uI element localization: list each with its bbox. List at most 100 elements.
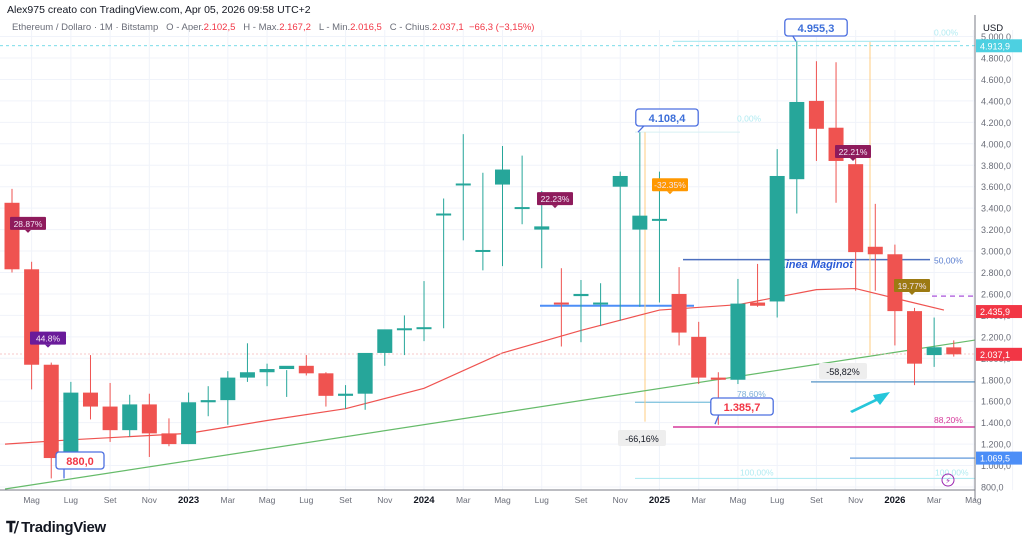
svg-text:44.8%: 44.8% [36, 334, 61, 344]
svg-text:0,00%: 0,00% [737, 113, 762, 123]
symbol-name[interactable]: Ethereum / Dollaro · 1M · Bitstamp [12, 22, 159, 33]
y-tick-label: 4.000,0 [981, 139, 1011, 149]
tradingview-logo-icon: 𝐓/ [6, 518, 19, 536]
candle-body[interactable] [495, 169, 510, 185]
candle-body[interactable] [298, 365, 314, 374]
time-axis[interactable]: Mag Lug Set Nov 2023 Mar Mag Lug Set Nov 2024 Mar Ma… [0, 489, 982, 506]
candle-body[interactable] [43, 364, 59, 459]
candle-body[interactable] [396, 328, 412, 331]
svg-text:-32.35%: -32.35% [654, 180, 686, 190]
svg-text:78,60%: 78,60% [737, 389, 766, 399]
candle-body[interactable] [632, 215, 648, 230]
candle-body[interactable] [573, 293, 589, 297]
svg-text:2.435,9: 2.435,9 [980, 307, 1010, 317]
svg-text:100,00%: 100,00% [740, 468, 774, 478]
candle-body[interactable] [612, 175, 628, 187]
candle-body[interactable] [907, 311, 923, 364]
candles[interactable] [4, 41, 962, 479]
candle-body[interactable] [789, 101, 805, 180]
fib-levels: Linea Maginot 50,00% 0,00% 0,00% 78,60% 88,20… [540, 27, 975, 480]
candle-body[interactable] [671, 293, 687, 333]
candle-body[interactable] [141, 404, 157, 434]
pct-flag [10, 216, 46, 230]
candle-body[interactable] [534, 226, 550, 230]
x-tick-label: Set [104, 495, 117, 505]
x-tick-label: Mag [730, 495, 747, 505]
open-value: 2.102,5 [203, 22, 236, 33]
candle-body[interactable] [181, 402, 197, 445]
candle-body[interactable] [514, 207, 530, 210]
candle-body[interactable] [338, 393, 354, 396]
candle-body[interactable] [651, 218, 667, 221]
candle-body[interactable] [259, 369, 275, 373]
candle-body[interactable] [926, 347, 942, 356]
x-tick-label: Mar [691, 495, 706, 505]
candle-body[interactable] [82, 392, 98, 407]
candle-body[interactable] [122, 404, 138, 431]
candle-body[interactable] [318, 373, 334, 396]
candle-body[interactable] [357, 352, 373, 394]
lightning-icon[interactable] [941, 473, 955, 487]
y-tick-label: 3.800,0 [981, 161, 1011, 171]
candle-body[interactable] [750, 302, 766, 306]
svg-text:28.87%: 28.87% [14, 219, 43, 229]
y-tick-label: 1.600,0 [981, 397, 1011, 407]
low-value: 2.016,5 [350, 22, 382, 33]
candle-body[interactable] [848, 164, 864, 253]
candle-body[interactable] [102, 406, 118, 431]
candle-body[interactable] [239, 372, 255, 378]
y-tick-label: 4.200,0 [981, 118, 1011, 128]
candle-body[interactable] [436, 213, 452, 216]
candle-body[interactable] [161, 433, 177, 445]
candle-body[interactable] [730, 303, 746, 380]
candle-body[interactable] [24, 269, 40, 365]
candle-body[interactable] [808, 100, 824, 129]
candle-body[interactable] [416, 327, 432, 330]
x-tick-label: Mag [259, 495, 276, 505]
x-tick-label: Nov [613, 495, 629, 505]
y-tick-label: 1.000,0 [981, 461, 1011, 471]
x-tick-label: Nov [142, 495, 158, 505]
candle-body[interactable] [279, 365, 295, 370]
candle-body[interactable] [769, 175, 785, 302]
candle-body[interactable] [475, 249, 491, 252]
svg-text:⚡: ⚡ [945, 477, 951, 486]
candle-body[interactable] [455, 183, 471, 186]
candle-body[interactable] [377, 329, 393, 353]
price-tag [976, 305, 1022, 319]
candle-body[interactable] [867, 246, 883, 255]
currency-label: USD [983, 23, 1004, 34]
candle-body[interactable] [63, 392, 79, 459]
close-value: 2.037,1 [432, 22, 464, 33]
svg-text:1.069,5: 1.069,5 [980, 454, 1010, 464]
arrow-icon [850, 392, 890, 413]
x-tick-label: Mag [965, 495, 982, 505]
candle-body[interactable] [200, 400, 216, 403]
tradingview-logo[interactable]: 𝐓/ TradingView [6, 518, 106, 536]
high-label: H - Max. [243, 22, 280, 33]
candle-body[interactable] [4, 202, 20, 270]
candle-body[interactable] [553, 302, 569, 305]
price-axis[interactable]: 5.000,0 4.800,0 4.600,0 4.400,0 4.200,0 4.000… [974, 15, 1022, 500]
svg-text:4.108,4: 4.108,4 [649, 113, 687, 125]
svg-text:22.23%: 22.23% [541, 194, 570, 204]
y-tick-label: 3.200,0 [981, 225, 1011, 235]
price-callout [55, 451, 105, 470]
svg-text:880,0: 880,0 [66, 456, 94, 468]
grid [0, 30, 1014, 490]
annotations: 28.87% 44.8% 22.23% -32.35% 22.21% 19.77% 4.95… [10, 18, 955, 487]
y-tick-label: 4.800,0 [981, 54, 1011, 64]
svg-text:100,00%: 100,00% [935, 468, 969, 478]
candle-body[interactable] [220, 377, 236, 401]
high-value: 2.167,2 [279, 22, 311, 33]
x-tick-label: Set [810, 495, 823, 505]
price-tag [976, 347, 1022, 361]
candle-body[interactable] [710, 377, 726, 380]
candle-body[interactable] [593, 302, 609, 305]
candle-body[interactable] [946, 347, 962, 355]
y-tick-label: 1.800,0 [981, 375, 1011, 385]
x-tick-label: 2023 [178, 495, 199, 506]
candle-body[interactable] [691, 336, 707, 378]
pct-flag [835, 144, 871, 158]
